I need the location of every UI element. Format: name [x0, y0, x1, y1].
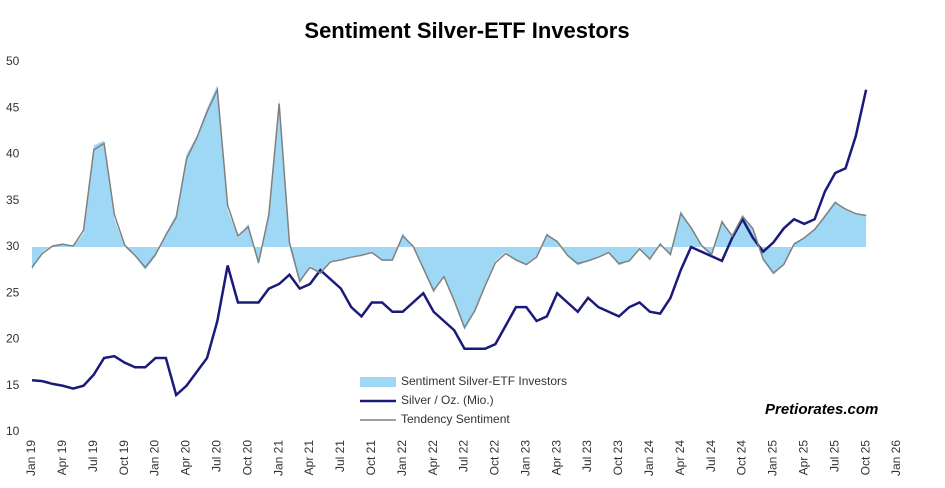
chart-title: Sentiment Silver-ETF Investors [304, 18, 629, 43]
x-tick-label: Apr 25 [796, 440, 810, 476]
x-tick-label: Jan 20 [148, 440, 162, 476]
x-tick-label: Apr 23 [549, 440, 563, 476]
x-tick-label: Jul 21 [333, 440, 347, 472]
x-tick-label: Oct 19 [117, 440, 131, 476]
y-tick-label: 50 [6, 54, 20, 68]
x-tick-label: Jan 21 [271, 440, 285, 476]
y-tick-label: 15 [6, 378, 20, 392]
x-tick-label: Apr 20 [179, 440, 193, 476]
legend-label: Silver / Oz. (Mio.) [401, 393, 494, 407]
x-tick-label: Apr 24 [673, 440, 687, 476]
x-tick-label: Jan 25 [766, 440, 780, 476]
x-tick-label: Jul 22 [457, 440, 471, 472]
y-tick-label: 45 [6, 100, 20, 114]
x-tick-label: Jul 19 [86, 440, 100, 472]
x-tick-label: Apr 19 [55, 440, 69, 476]
x-tick-label: Oct 21 [364, 440, 378, 476]
x-tick-label: Apr 22 [426, 440, 440, 476]
y-tick-label: 40 [6, 147, 20, 161]
y-tick-label: 10 [6, 424, 20, 438]
y-tick-label: 30 [6, 239, 20, 253]
x-tick-label: Jul 20 [210, 440, 224, 472]
y-tick-label: 20 [6, 332, 20, 346]
series-line [31, 86, 867, 330]
x-tick-label: Oct 23 [611, 440, 625, 476]
x-tick-label: Apr 21 [302, 440, 316, 476]
x-tick-label: Oct 20 [240, 440, 254, 476]
x-tick-label: Jan 19 [24, 440, 38, 476]
x-tick-label: Oct 24 [735, 440, 749, 476]
x-tick-label: Oct 25 [858, 440, 872, 476]
x-tick-label: Jul 23 [580, 440, 594, 472]
legend-label: Tendency Sentiment [401, 412, 510, 426]
x-tick-label: Jul 24 [704, 440, 718, 472]
x-tick-label: Jul 25 [827, 440, 841, 472]
x-tick-label: Jan 26 [889, 440, 903, 476]
y-tick-label: 25 [6, 285, 20, 299]
x-tick-label: Jan 22 [395, 440, 409, 476]
annotation: Pretiorates.com [765, 401, 878, 418]
x-tick-label: Jan 23 [518, 440, 532, 476]
x-tick-label: Jan 24 [642, 440, 656, 476]
sentiment-area [32, 85, 867, 331]
legend-label: Sentiment Silver-ETF Investors [401, 374, 567, 388]
legend-swatch [360, 377, 396, 387]
x-tick-label: Oct 22 [488, 440, 502, 476]
series-line [31, 89, 868, 398]
y-tick-label: 35 [6, 193, 20, 207]
